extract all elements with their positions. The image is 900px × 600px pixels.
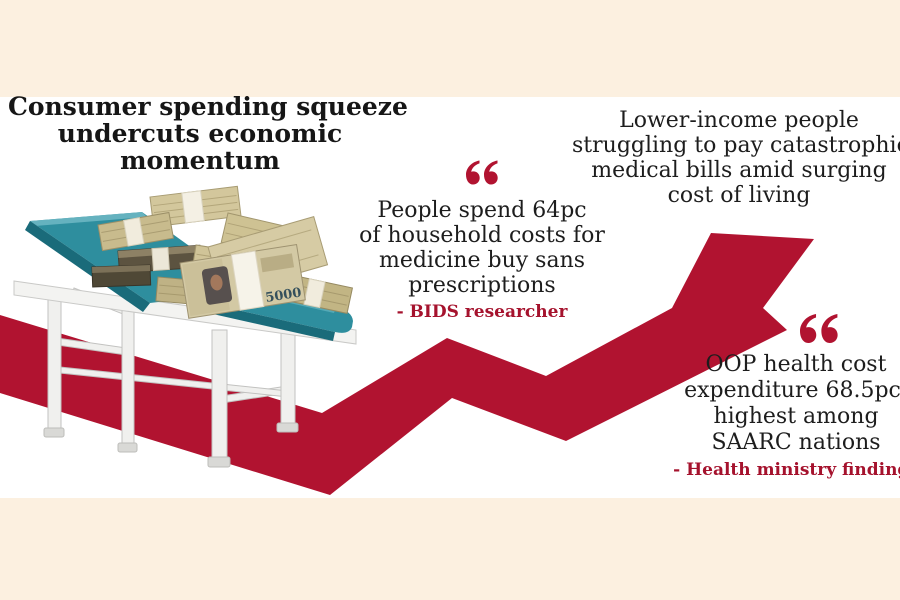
headline: Consumer spending squeeze undercuts econ… (8, 92, 408, 175)
quote-bids: People spend 64pc of household costs for… (340, 160, 624, 322)
quote-line: expenditure 68.5pc, (684, 378, 900, 403)
statement-lower-income: Lower-income people struggling to pay ca… (572, 108, 900, 208)
trend-arrow-shape (0, 233, 814, 495)
quote-line: SAARC nations (711, 430, 881, 455)
banknote-front: 5000 (179, 243, 306, 319)
banknote-bundle (149, 185, 242, 228)
top-margin-band (0, 0, 900, 97)
bed-leg-rear-right (280, 324, 296, 428)
bottom-margin-band (0, 498, 900, 600)
quote-line: highest among (713, 404, 879, 429)
quote-line: medical bills amid surging (591, 158, 887, 183)
quote-line: of household costs for (359, 223, 605, 248)
quote-attribution: - Health ministry findings (673, 460, 900, 480)
bed-leg-rear-left (121, 304, 135, 448)
banknote-bundle (91, 264, 152, 288)
bed-leg-front-left (47, 295, 62, 435)
money-pile: 5000 (91, 185, 354, 319)
bed-longbar (59, 366, 289, 398)
bed-money-illustration: 5000 (13, 185, 357, 468)
banknote-value: 5000 (264, 285, 302, 305)
bed-leg-front-right (211, 329, 228, 464)
open-quote-icon (466, 160, 498, 185)
quote-attribution: - BIDS researcher (396, 302, 568, 322)
headline-line: momentum (120, 146, 280, 175)
quote-line: struggling to pay catastrophic (572, 133, 900, 158)
headline-line: Consumer spending squeeze (8, 92, 408, 121)
quote-line: cost of living (667, 183, 811, 208)
bed-crossbar-left (49, 336, 134, 357)
quote-line: Lower-income people (619, 108, 859, 133)
banknote-bundle (97, 211, 175, 252)
headline-line: undercuts economic (57, 119, 343, 148)
banknote-strap (230, 250, 265, 311)
quote-line: medicine buy sans (378, 248, 586, 273)
open-quote-icon (800, 314, 838, 343)
quote-line: OOP health cost (705, 352, 887, 377)
bed-feet (43, 422, 299, 468)
quote-line: prescriptions (408, 273, 556, 298)
quote-line: People spend 64pc (377, 198, 587, 223)
quote-health-ministry: OOP health cost expenditure 68.5pc, high… (648, 314, 900, 480)
